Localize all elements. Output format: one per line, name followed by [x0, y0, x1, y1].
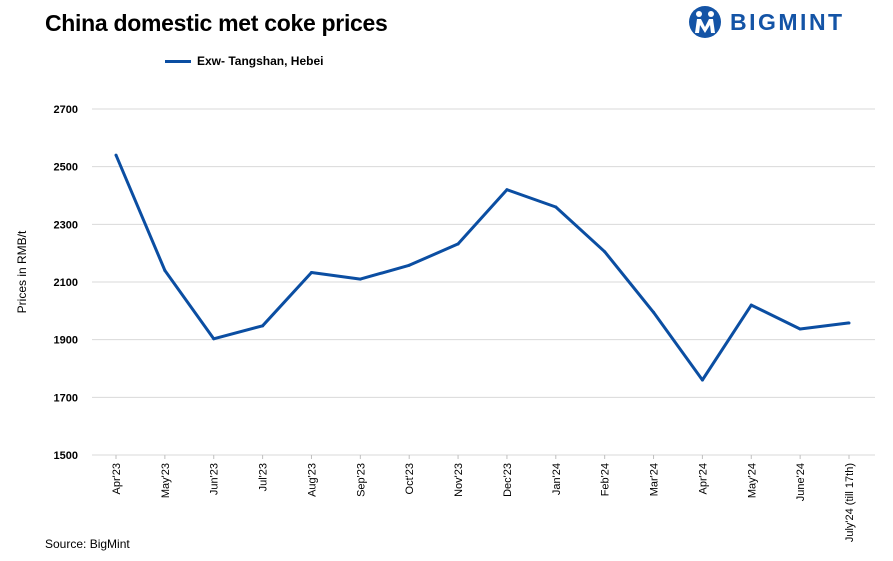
y-tick-label: 2300: [54, 219, 78, 231]
bigmint-logo: BIGMINT: [688, 4, 845, 40]
data-point: [212, 337, 216, 341]
x-tick-label: Apr'23: [111, 463, 123, 494]
data-point: [554, 205, 558, 209]
data-point: [358, 277, 362, 281]
data-point: [407, 263, 411, 267]
y-axis-label: Prices in RMB/t: [15, 230, 29, 313]
x-tick-label: Mar'24: [649, 463, 661, 496]
y-tick-label: 2500: [54, 162, 78, 174]
x-tick-label: Sep'23: [355, 463, 367, 497]
y-tick-label: 2700: [54, 104, 78, 116]
data-point: [847, 321, 851, 325]
x-tick-label: Dec'23: [502, 463, 514, 497]
source-note: Source: BigMint: [45, 537, 130, 551]
x-tick-label: Jan'24: [551, 463, 563, 495]
x-tick-label: June'24: [795, 463, 807, 501]
data-point: [163, 268, 167, 272]
series-group: [114, 153, 851, 382]
y-tick-label: 1900: [54, 335, 78, 347]
data-point: [309, 270, 313, 274]
x-tick-label: Oct'23: [404, 463, 416, 494]
data-point: [603, 250, 607, 254]
x-tick-label: Jun'23: [209, 463, 221, 495]
x-tick-label: Feb'24: [600, 463, 612, 496]
x-tick-label: May'23: [160, 463, 172, 498]
gridlines: [92, 108, 875, 456]
x-tick-label: July'24 (till 17th): [844, 463, 856, 542]
x-tick-label: Apr'24: [697, 463, 709, 494]
bigmint-logo-icon: [689, 6, 721, 38]
x-tick-label: May'24: [746, 463, 758, 498]
data-point: [798, 327, 802, 331]
data-point: [749, 303, 753, 307]
y-tick-label: 2100: [54, 277, 78, 289]
x-tick-label: Jul'23: [258, 463, 270, 491]
data-point: [261, 324, 265, 328]
data-point: [652, 310, 656, 314]
data-point: [505, 188, 509, 192]
x-axis-ticks: Apr'23 May'23 Jun'23 Jul'23 Aug'23 Sep'23 Oct'…: [111, 455, 856, 542]
series-line-0: [114, 154, 850, 382]
logo-text: BIGMINT: [730, 8, 845, 35]
x-tick-label: Nov'23: [453, 463, 465, 497]
legend-swatch: [165, 59, 191, 63]
chart-title: China domestic met coke prices: [45, 10, 388, 36]
y-axis-ticks: 1500 1700 1900 2100 2300 2500 2700: [54, 104, 78, 462]
y-tick-label: 1700: [54, 392, 78, 404]
y-tick-label: 1500: [54, 450, 78, 462]
legend: Exw- Tangshan, Hebei: [165, 54, 323, 68]
legend-label: Exw- Tangshan, Hebei: [197, 54, 324, 68]
data-point: [456, 242, 460, 246]
data-point: [114, 153, 118, 157]
x-tick-label: Aug'23: [306, 463, 318, 497]
data-point: [700, 378, 704, 382]
